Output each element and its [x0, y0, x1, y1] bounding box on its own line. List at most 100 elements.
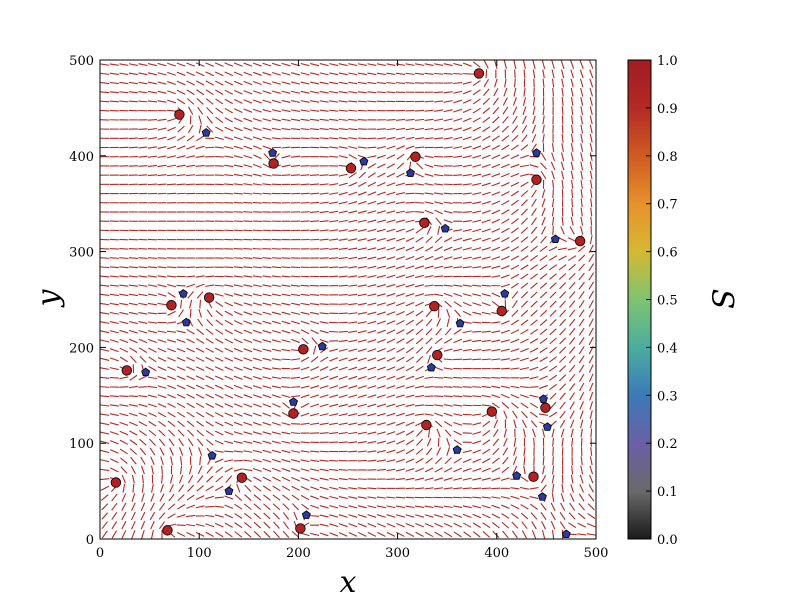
director-segment	[214, 458, 224, 463]
director-segment	[176, 347, 186, 353]
director-segment	[186, 80, 195, 86]
director-segment	[579, 60, 584, 69]
director-segment	[491, 376, 501, 379]
director-segment	[521, 134, 528, 143]
director-segment	[282, 521, 290, 530]
director-segment	[338, 478, 348, 481]
director-segment	[578, 290, 585, 299]
director-segment	[263, 521, 271, 529]
director-segment	[338, 256, 348, 260]
director-segment	[100, 422, 110, 426]
director-segment	[491, 504, 501, 509]
director-segment	[589, 474, 594, 484]
director-segment	[424, 164, 434, 168]
director-segment	[262, 339, 272, 343]
director-segment	[130, 456, 137, 465]
director-segment	[522, 106, 527, 115]
director-segment	[158, 521, 166, 530]
director-segment	[415, 531, 424, 537]
director-segment	[481, 210, 491, 214]
director-segment	[319, 109, 329, 112]
director-segment	[111, 512, 118, 520]
director-segment	[205, 146, 215, 149]
director-segment	[462, 339, 472, 343]
director-segment	[462, 192, 472, 195]
director-segment	[415, 284, 425, 288]
director-segment	[523, 69, 526, 79]
director-segment	[405, 246, 415, 252]
director-segment	[252, 339, 262, 343]
director-segment	[119, 72, 129, 76]
director-segment	[224, 310, 233, 316]
director-segment	[138, 174, 148, 176]
director-segment	[138, 275, 148, 278]
director-segment	[443, 109, 453, 113]
director-segment	[462, 237, 472, 242]
director-segment	[168, 438, 175, 447]
director-segment	[262, 173, 272, 177]
director-segment	[272, 412, 281, 417]
director-segment	[263, 494, 271, 501]
director-segment	[510, 255, 520, 261]
director-segment	[233, 71, 243, 77]
director-segment	[481, 504, 491, 509]
director-segment	[186, 328, 195, 335]
director-segment	[589, 78, 594, 88]
director-segment	[205, 430, 214, 437]
director-segment	[510, 273, 520, 280]
director-segment	[482, 439, 491, 446]
director-segment	[329, 146, 339, 149]
director-segment	[549, 392, 557, 400]
director-segment	[243, 164, 253, 168]
director-segment	[301, 503, 310, 510]
plus-half-defect-point	[268, 158, 279, 169]
director-segment	[100, 72, 110, 75]
director-segment	[500, 477, 510, 481]
director-segment	[568, 281, 576, 290]
director-segment	[128, 293, 138, 297]
director-segment	[138, 311, 148, 315]
director-segment	[312, 345, 317, 355]
colorbar-tick-label: 1.0	[657, 54, 678, 69]
director-segment	[243, 421, 253, 426]
director-segment	[149, 502, 156, 511]
director-segment	[186, 393, 195, 399]
director-segment	[568, 373, 576, 382]
director-segment	[252, 348, 262, 353]
director-segment	[589, 401, 594, 410]
director-segment	[560, 502, 566, 511]
director-segment	[291, 329, 300, 334]
director-segment	[492, 530, 500, 538]
director-segment	[577, 245, 586, 253]
director-segment	[386, 145, 396, 150]
director-segment	[549, 273, 557, 280]
director-segment	[329, 118, 339, 121]
director-segment	[253, 530, 261, 538]
director-segment	[148, 421, 157, 427]
director-segment	[357, 357, 367, 362]
director-segment	[529, 402, 539, 409]
director-segment	[233, 366, 243, 371]
director-segment	[386, 366, 396, 371]
director-segment	[568, 272, 576, 281]
director-segment	[281, 411, 291, 418]
director-segment	[395, 505, 406, 509]
director-segment	[395, 256, 405, 260]
director-segment	[405, 72, 415, 75]
director-segment	[281, 329, 291, 334]
director-segment	[512, 115, 518, 124]
director-segment	[472, 440, 482, 445]
director-segment	[443, 136, 453, 140]
director-segment	[252, 183, 262, 186]
director-segment	[513, 87, 517, 97]
director-segment	[568, 364, 576, 373]
director-segment	[589, 391, 594, 401]
director-segment	[271, 284, 282, 287]
director-segment	[560, 161, 565, 171]
director-segment	[215, 319, 224, 326]
director-segment	[129, 430, 138, 436]
director-segment	[511, 125, 519, 133]
director-segment	[500, 348, 510, 352]
director-segment	[405, 292, 415, 297]
director-segment	[376, 412, 386, 417]
